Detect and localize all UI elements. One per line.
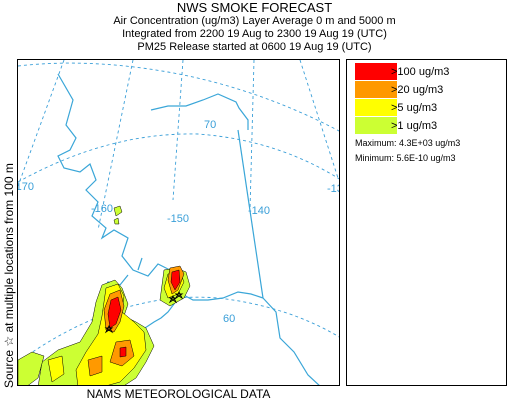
latitude-line bbox=[18, 296, 339, 363]
arctic-coast bbox=[150, 93, 249, 130]
canada-border bbox=[237, 129, 264, 299]
latitude-line bbox=[18, 133, 339, 183]
coastline bbox=[57, 73, 320, 385]
legend-item: >1 ug/m3 bbox=[355, 117, 437, 134]
longitude-line bbox=[172, 60, 184, 201]
legend-label: >100 ug/m3 bbox=[391, 65, 450, 78]
concentration-legend: >100 ug/m3 >20 ug/m3 >5 ug/m3 >1 ug/m3 M… bbox=[346, 59, 507, 386]
source-location-label: Source ☆ at multiple locations from 100 … bbox=[2, 163, 16, 388]
longitude-line bbox=[299, 60, 339, 179]
panhandle-coast bbox=[262, 297, 320, 385]
source-star-icon bbox=[168, 294, 178, 304]
legend-swatch bbox=[355, 63, 397, 80]
longitude-line bbox=[249, 60, 255, 211]
legend-swatch bbox=[355, 81, 397, 98]
plume-level-100 bbox=[107, 269, 181, 358]
lon-label-170: -170 bbox=[18, 181, 34, 193]
lon-label-160: -160 bbox=[91, 203, 113, 215]
maximum-value: Maximum: 4.3E+03 ug/m3 bbox=[355, 138, 461, 148]
smoke-map: -170 -160 -150 -140 -130 70 60 bbox=[17, 59, 340, 386]
release-info: PM25 Release started at 0600 19 Aug 19 (… bbox=[137, 41, 372, 53]
lon-label-130: -130 bbox=[327, 183, 340, 195]
graticule bbox=[18, 60, 339, 363]
peninsula-coast bbox=[137, 257, 143, 271]
legend-label: >20 ug/m3 bbox=[391, 83, 444, 96]
source-markers bbox=[104, 290, 184, 334]
gulf-coast bbox=[177, 291, 264, 301]
integration-period: Integrated from 2200 19 Aug to 2300 19 A… bbox=[122, 28, 387, 40]
concentration-subtitle: Air Concentration (ug/m3) Layer Average … bbox=[113, 15, 396, 27]
legend-label: >1 ug/m3 bbox=[391, 119, 438, 132]
legend-item: >20 ug/m3 bbox=[355, 81, 443, 98]
lon-label-140: -140 bbox=[248, 205, 270, 217]
map-canvas: -170 -160 -150 -140 -130 70 60 bbox=[18, 60, 340, 385]
legend-item: >100 ug/m3 bbox=[355, 63, 449, 80]
legend-swatch bbox=[355, 117, 397, 134]
legend-swatch bbox=[355, 99, 397, 116]
legend-item: >5 ug/m3 bbox=[355, 99, 437, 116]
longitude-line bbox=[18, 60, 65, 187]
forecast-title: NWS SMOKE FORECAST bbox=[176, 0, 333, 15]
lat-label-70: 70 bbox=[204, 119, 216, 131]
data-source-footer: NAMS METEOROLOGICAL DATA bbox=[86, 387, 271, 401]
lon-label-150: -150 bbox=[167, 213, 189, 225]
minimum-value: Minimum: 5.6E-10 ug/m3 bbox=[355, 153, 456, 163]
lat-label-60: 60 bbox=[223, 313, 235, 325]
latitude-line bbox=[18, 62, 339, 132]
legend-label: >5 ug/m3 bbox=[391, 101, 438, 114]
smoke-plume bbox=[18, 205, 191, 385]
source-star-icon bbox=[104, 324, 114, 334]
longitude-line bbox=[97, 60, 134, 231]
alaska-west-coast bbox=[57, 73, 179, 383]
source-star-icon bbox=[174, 290, 184, 300]
